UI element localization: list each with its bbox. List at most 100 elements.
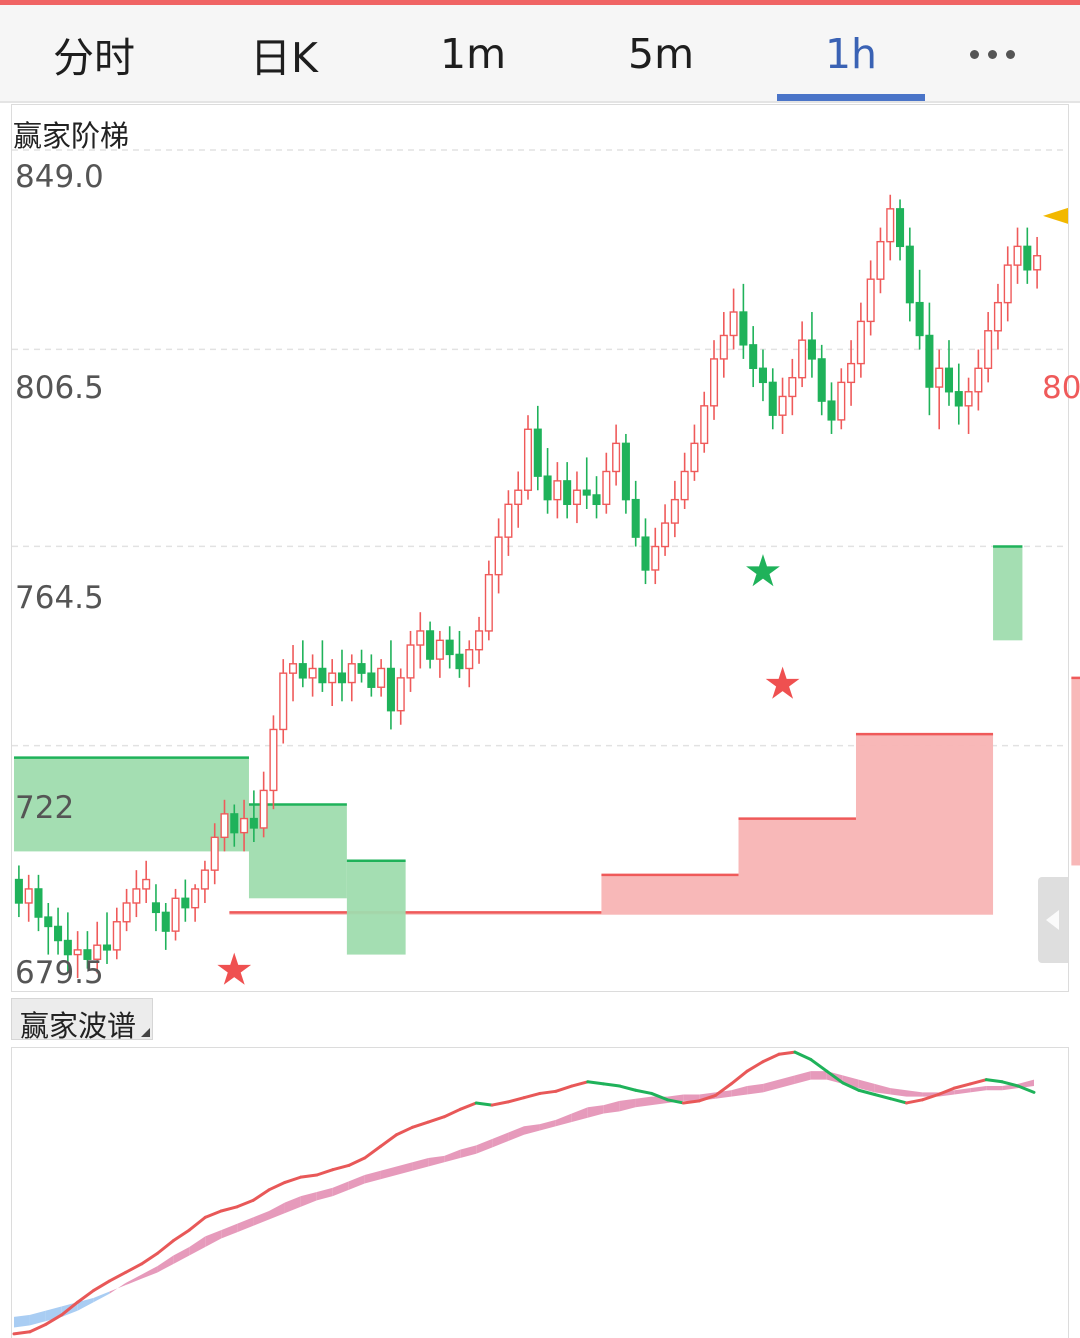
- y-tick-label: 806.5: [15, 370, 104, 406]
- spectrum-band-segment: [380, 1166, 397, 1180]
- candle-body: [102, 944, 112, 951]
- spectrum-band-segment: [890, 1088, 907, 1097]
- sub-indicator-title[interactable]: 赢家波谱: [11, 998, 154, 1043]
- spectrum-wave-segment: [315, 1168, 335, 1177]
- candle-body: [572, 489, 581, 506]
- spectrum-band-segment: [731, 1086, 748, 1097]
- tab-1h[interactable]: 1h: [824, 30, 878, 78]
- candle-body: [670, 498, 679, 524]
- sell-signal-star-icon: ★: [743, 546, 782, 597]
- spectrum-wave-segment: [873, 1092, 893, 1101]
- spectrum-band-segment: [763, 1079, 779, 1093]
- spectrum-wave-segment: [187, 1215, 207, 1232]
- candle-body: [856, 320, 865, 365]
- y-tick-label: 679.5: [15, 955, 104, 991]
- tab-5m[interactable]: 5m: [627, 30, 695, 78]
- tab-1m[interactable]: 1m: [439, 30, 507, 78]
- candle-body: [396, 677, 405, 712]
- more-dots-icon[interactable]: [950, 5, 1034, 103]
- candle-body: [749, 344, 758, 370]
- candle-body: [73, 949, 82, 956]
- y-tick-label: 764.5: [15, 580, 104, 616]
- candle-body: [377, 667, 386, 688]
- candle-body: [739, 311, 748, 346]
- candle-body: [954, 391, 963, 407]
- candle-body: [259, 789, 268, 829]
- candle-body: [83, 949, 92, 960]
- spectrum-wave-segment: [522, 1091, 542, 1100]
- candle-body: [24, 888, 33, 904]
- spectrum-band-segment: [109, 1283, 126, 1294]
- main-indicator-title[interactable]: 赢家阶梯: [13, 119, 130, 153]
- spectrum-band-segment: [970, 1086, 987, 1093]
- spectrum-band-segment: [444, 1149, 461, 1163]
- spectrum-band-segment: [412, 1158, 429, 1171]
- candle-body: [621, 442, 630, 501]
- ladder-up-step: [1071, 677, 1080, 866]
- spectrum-band-segment: [141, 1266, 158, 1279]
- candle-body: [807, 339, 816, 360]
- spectrum-wave-segment: [697, 1094, 717, 1103]
- candle-body: [768, 381, 777, 416]
- candle-body: [964, 391, 973, 407]
- candle-body: [504, 503, 513, 538]
- spectrum-band-segment: [14, 1314, 30, 1328]
- candle-body: [553, 480, 562, 501]
- spectrum-band-segment: [316, 1187, 333, 1201]
- spectrum-band-segment: [93, 1291, 110, 1303]
- spectrum-wave-segment: [171, 1228, 191, 1243]
- candle-body: [161, 911, 170, 932]
- candle-body: [592, 494, 601, 506]
- spectrum-band-segment: [906, 1090, 923, 1097]
- spectrum-band-segment: [332, 1181, 349, 1197]
- spectrum-band-segment: [842, 1075, 859, 1089]
- spectrum-band-segment: [460, 1145, 477, 1159]
- spectrum-wave-segment: [761, 1052, 781, 1064]
- spectrum-band-segment: [603, 1100, 620, 1114]
- candle-body: [1013, 245, 1022, 266]
- candle-body: [563, 480, 572, 506]
- sub-chart-panel[interactable]: [11, 1047, 1069, 1338]
- tab-intraday[interactable]: 分时: [53, 34, 135, 82]
- candle-body: [142, 878, 151, 890]
- collapse-panel-button[interactable]: [1038, 877, 1068, 963]
- candle-body: [866, 278, 875, 323]
- candle-body: [944, 367, 954, 393]
- buy-signal-star-icon: ★: [215, 945, 254, 996]
- spectrum-band-segment: [253, 1211, 269, 1226]
- candle-body: [837, 381, 846, 421]
- candle-body: [631, 498, 640, 538]
- candle-body: [337, 672, 347, 684]
- spectrum-band-segment: [779, 1075, 795, 1089]
- candle-body: [905, 245, 914, 304]
- spectrum-wave-segment: [825, 1069, 845, 1085]
- candle-body: [661, 522, 670, 548]
- dropdown-corner-icon: [141, 1028, 151, 1037]
- right-edge-price-label: 80: [1042, 370, 1080, 406]
- spectrum-band-segment: [810, 1071, 827, 1080]
- spectrum-band-segment: [954, 1088, 971, 1095]
- spectrum-wave-segment: [1016, 1084, 1036, 1094]
- ladder-down-step: [993, 546, 1023, 641]
- ladder-up-step: [738, 818, 856, 915]
- spectrum-wave-segment: [905, 1098, 924, 1105]
- candle-body: [523, 428, 533, 491]
- spectrum-wave-segment: [809, 1058, 829, 1073]
- spectrum-wave-segment: [490, 1100, 510, 1107]
- candle-body: [249, 817, 258, 829]
- y-tick-label: 722: [15, 790, 75, 826]
- spectrum-wave-segment: [219, 1205, 239, 1213]
- spectrum-band-segment: [476, 1138, 493, 1154]
- candle-body: [798, 339, 807, 379]
- spectrum-wave-segment: [570, 1080, 590, 1088]
- spectrum-wave-segment: [140, 1251, 159, 1266]
- candle-body: [386, 667, 395, 712]
- candle-body: [847, 362, 856, 384]
- spectrum-wave-segment: [283, 1175, 303, 1184]
- spectrum-wave-segment: [395, 1125, 414, 1137]
- candle-body: [445, 639, 454, 656]
- tab-daily-k[interactable]: 日K: [250, 34, 318, 82]
- candle-body: [44, 916, 53, 928]
- y-tick-label: 849.0: [15, 159, 104, 195]
